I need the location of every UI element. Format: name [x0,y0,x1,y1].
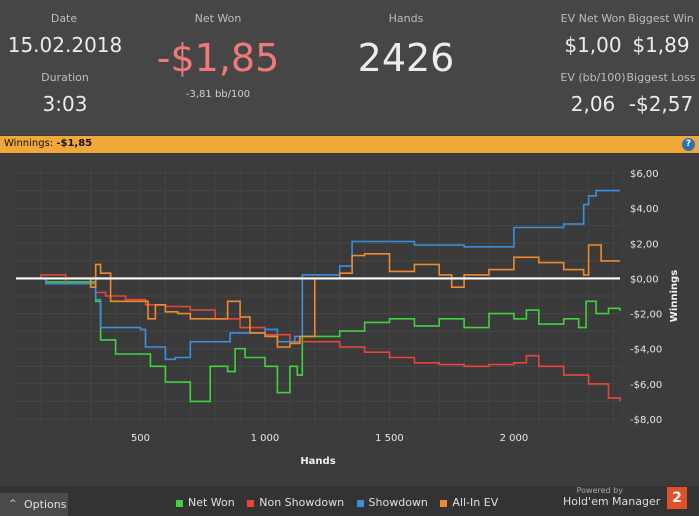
brand: Powered by Hold'em Manager 2 [563,484,687,514]
powered-by-label: Powered by [576,486,623,495]
biggest-loss-label: Biggest Loss [626,71,696,84]
y-tick-label: -$2,00 [630,310,662,321]
biggest-loss-value: -$2,57 [628,92,694,116]
net-won-label: Net Won [194,12,242,25]
date-label: Date [50,12,78,25]
options-label: Options [24,498,67,511]
duration-label: Duration [41,71,89,84]
winnings-bar: Winnings: -$1,85 ? [0,136,699,153]
legend-swatch-showdown [356,499,364,507]
y-axis-title: Winnings [669,270,680,322]
brand-name: Hold'em Manager [563,495,661,508]
biggest-win-value: $1,89 [632,33,690,57]
options-button[interactable]: ^ Options [0,493,68,516]
hands-label: Hands [388,12,424,25]
hands-value: 2426 [357,36,455,80]
biggest-win-label: Biggest Win [628,12,694,25]
y-tick-label: -$6,00 [630,380,662,391]
y-tick-label: $0,00 [630,274,659,285]
ev-net-won-label: EV Net Won [560,12,626,25]
y-tick-label: -$8,00 [630,415,662,426]
brand-logo-icon: 2 [667,487,687,509]
winnings-bar-value: -$1,85 [56,138,93,149]
duration-value: 3:03 [42,92,88,116]
legend-item-all-in-ev[interactable]: All-In EV [440,496,498,509]
legend: Net Won Non Showdown Showdown All-In EV [176,496,507,509]
y-tick-label: -$4,00 [630,345,662,356]
y-tick-label: $4,00 [630,204,659,215]
footer [0,486,699,516]
winnings-chart: $6,00 $4,00 $2,00 $0,00 -$2,00 -$4,00 -$6,00 -$… [16,167,680,467]
net-won-bb100: -3,81 bb/100 [185,89,251,100]
x-tick-label: 2 000 [500,433,529,444]
x-axis-title: Hands [300,456,335,467]
ev-bb100-label: EV (bb/100) [560,71,626,84]
series-line-showdown [16,189,620,361]
x-tick-label: 1 000 [251,433,280,444]
date-value: 15.02.2018 [7,33,123,57]
help-icon[interactable]: ? [682,138,695,151]
legend-swatch-all-in-ev [440,499,448,507]
y-tick-label: $2,00 [630,239,659,250]
options-caret-icon: ^ [9,499,17,509]
x-tick-label: 1 500 [375,433,404,444]
x-tick-label: 500 [131,433,150,444]
legend-item-non-showdown[interactable]: Non Showdown [247,496,344,509]
legend-item-net-won[interactable]: Net Won [176,496,235,509]
series-line-all-in-ev [16,244,620,348]
legend-item-showdown[interactable]: Showdown [356,496,428,509]
legend-swatch-non-showdown [247,499,255,507]
stats-panel: Date 15.02.2018 Duration 3:03 Net Won -$… [0,0,699,135]
series-line-non-showdown [16,274,621,402]
y-tick-label: $6,00 [630,169,659,180]
net-won-value: -$1,85 [156,36,280,80]
legend-swatch-net-won [176,499,183,507]
ev-bb100-value: 2,06 [570,92,616,116]
ev-net-won-value: $1,00 [564,33,622,57]
winnings-bar-title: Winnings: -$1,85 [4,138,93,149]
